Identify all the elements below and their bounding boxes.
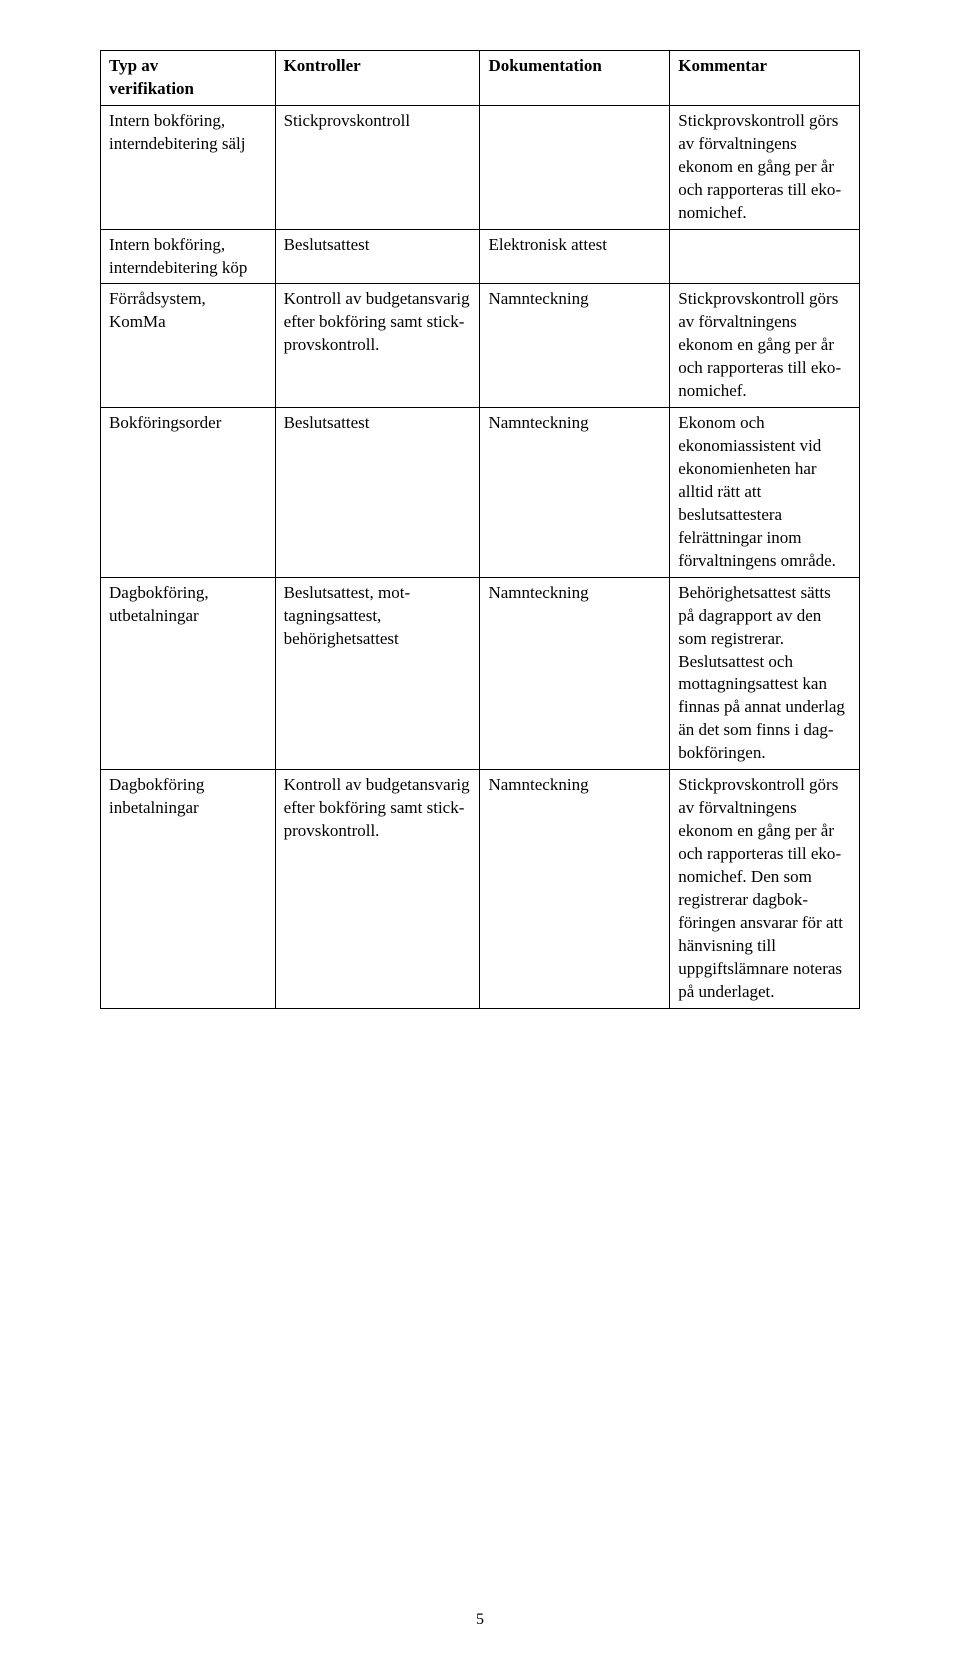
cell-kontroller: Kontroll av budget­ansvarig efter bok­fö… — [275, 284, 480, 408]
header-kommentar: Kommentar — [670, 51, 860, 106]
cell-typ: Intern bokföring, interndebitering köp — [101, 229, 276, 284]
cell-dokumentation: Namnteckning — [480, 770, 670, 1008]
table-row: Intern bokföring, interndebitering köp B… — [101, 229, 860, 284]
cell-kontroller: Stickprovskontroll — [275, 105, 480, 229]
page-number: 5 — [0, 1611, 960, 1629]
cell-kontroller: Kontroll av budget­ansvarig efter bok­fö… — [275, 770, 480, 1008]
cell-kommentar: Ekonom och ekonomiassistent vid ekonomie… — [670, 408, 860, 578]
cell-kontroller: Beslutsattest — [275, 229, 480, 284]
cell-typ: Dagbokföring inbetalningar — [101, 770, 276, 1008]
cell-dokumentation: Elektronisk attest — [480, 229, 670, 284]
cell-typ: Förrådsystem, KomMa — [101, 284, 276, 408]
cell-dokumentation: Namnteckning — [480, 284, 670, 408]
cell-typ: Intern bokföring, interndebitering sälj — [101, 105, 276, 229]
cell-dokumentation: Namnteckning — [480, 577, 670, 770]
header-typ-line2: verifikation — [109, 79, 194, 98]
document-page: Typ av verifikation Kontroller Dokumenta… — [0, 0, 960, 1657]
cell-kommentar: Stickprovskontroll görs av förvalt­ninge… — [670, 105, 860, 229]
header-typ: Typ av verifikation — [101, 51, 276, 106]
table-row: Dagbokföring, utbetalningar Beslutsattes… — [101, 577, 860, 770]
cell-kommentar: Stickprovskontroll görs av förvalt­ninge… — [670, 284, 860, 408]
header-kontroller: Kontroller — [275, 51, 480, 106]
cell-dokumentation: Namnteckning — [480, 408, 670, 578]
header-typ-line1: Typ av — [109, 56, 158, 75]
cell-typ: Bokföringsorder — [101, 408, 276, 578]
table-row: Förrådsystem, KomMa Kontroll av budget­a… — [101, 284, 860, 408]
cell-dokumentation — [480, 105, 670, 229]
cell-kontroller: Beslutsattest, mot­tagningsattest, behör… — [275, 577, 480, 770]
cell-kontroller: Beslutsattest — [275, 408, 480, 578]
table-row: Dagbokföring inbetalningar Kontroll av b… — [101, 770, 860, 1008]
table-row: Bokföringsorder Beslutsattest Namnteckni… — [101, 408, 860, 578]
table-header-row: Typ av verifikation Kontroller Dokumenta… — [101, 51, 860, 106]
cell-kommentar — [670, 229, 860, 284]
cell-typ: Dagbokföring, utbetalningar — [101, 577, 276, 770]
cell-kommentar: Stickprovskontroll görs av förvalt­ninge… — [670, 770, 860, 1008]
verification-table: Typ av verifikation Kontroller Dokumenta… — [100, 50, 860, 1009]
header-dokumentation: Dokumentation — [480, 51, 670, 106]
table-row: Intern bokföring, interndebitering sälj … — [101, 105, 860, 229]
cell-kommentar: Behörighetsattest sätts på dagrapport av… — [670, 577, 860, 770]
